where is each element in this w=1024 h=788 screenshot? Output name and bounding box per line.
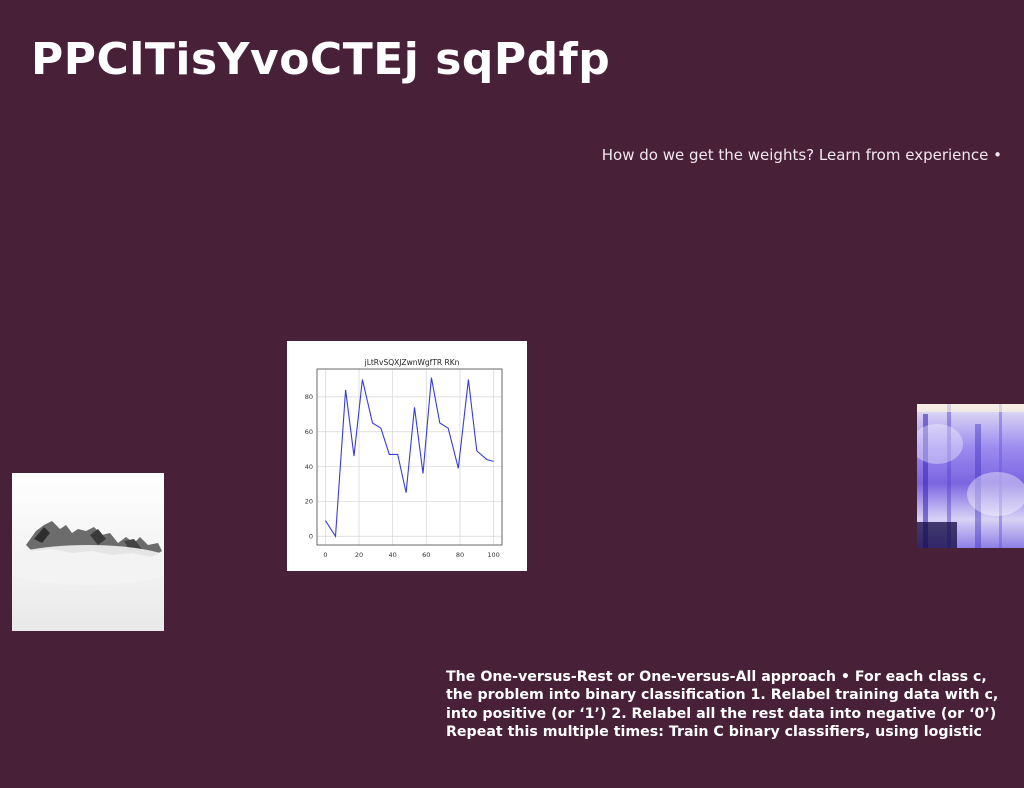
x-tick-label: 40 [389, 551, 397, 559]
plot-frame [316, 368, 503, 546]
x-tick-label: 80 [456, 551, 464, 559]
slide-body-text: The One-versus-Rest or One-versus-All ap… [446, 669, 999, 740]
forest-photo [917, 404, 1024, 548]
series-line [324, 377, 494, 538]
x-tick-label: 20 [355, 551, 363, 559]
y-tick-label: 0 [309, 533, 313, 541]
chart-title: jLtRvSQXJZwnWgfTR RKn [364, 358, 460, 367]
slide-title: PPClTisYvoCTEj sqPdfp [31, 34, 611, 85]
y-tick-label: 80 [305, 393, 313, 401]
forest-illustration [917, 404, 1024, 548]
x-tick-label: 0 [323, 551, 327, 559]
x-tick-label: 60 [422, 551, 430, 559]
line-chart: jLtRvSQXJZwnWgfTR RKn 0 20 40 60 80 100 0 20 40 6… [305, 358, 503, 559]
slide-subtitle: How do we get the weights? Learn from ex… [601, 146, 1002, 164]
mountain-photo [12, 473, 164, 631]
y-tick-label: 60 [305, 428, 313, 436]
x-tick-label: 100 [487, 551, 499, 559]
line-chart-card: jLtRvSQXJZwnWgfTR RKn 0 20 40 60 80 100 0 20 40 6… [287, 341, 527, 571]
y-tick-label: 20 [305, 498, 313, 506]
mountain-illustration [12, 473, 164, 631]
y-tick-label: 40 [305, 463, 313, 471]
